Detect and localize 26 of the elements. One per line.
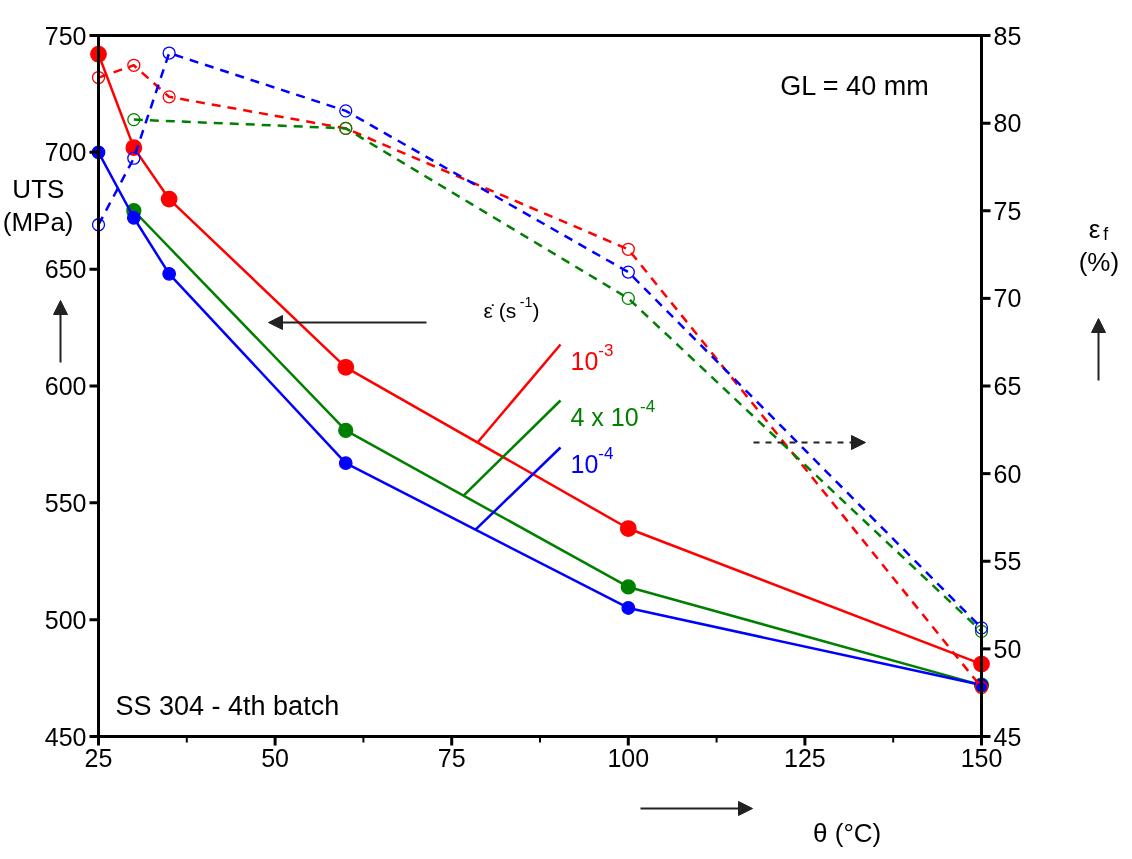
y-tick-label: 750 — [44, 21, 87, 50]
y2-tick-label: 55 — [993, 547, 1022, 576]
x-axis-title: θ (°C) — [813, 817, 882, 848]
x-tick-label: 50 — [261, 743, 290, 772]
y-tick-label: 450 — [44, 722, 87, 751]
y2-tick-label: 70 — [993, 284, 1022, 313]
x-tick-label: 75 — [437, 743, 466, 772]
y-tick-label: 650 — [44, 255, 87, 284]
y2-tick-label: 65 — [993, 372, 1022, 400]
x-tick-label: 125 — [784, 743, 826, 772]
y-tick-label: 550 — [44, 488, 87, 517]
annotation: SS 304 - 4th batch — [115, 690, 340, 721]
y-tick-label: 600 — [44, 372, 87, 400]
y2-tick-label: 75 — [993, 196, 1022, 225]
y-tick-label: 700 — [44, 138, 87, 167]
y2-tick-label: 60 — [993, 459, 1022, 488]
x-tick-label: 150 — [960, 743, 1003, 772]
y2-axis-title: εf (%) — [1078, 213, 1120, 278]
x-tick-label: 25 — [84, 743, 113, 772]
y2-tick-label: 85 — [993, 21, 1022, 50]
annotation: GL = 40 mm — [780, 70, 929, 101]
y-axis-title: UTS (MPa) — [2, 173, 74, 238]
x-tick-label: 100 — [607, 743, 650, 772]
y-tick-label: 500 — [44, 605, 87, 634]
y2-tick-label: 80 — [993, 109, 1022, 138]
y2-tick-label: 50 — [993, 634, 1022, 663]
